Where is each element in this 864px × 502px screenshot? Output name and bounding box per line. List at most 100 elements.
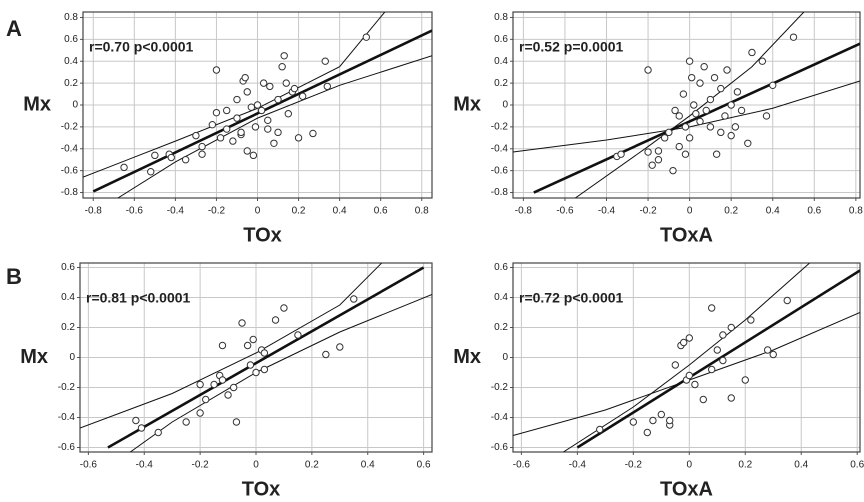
x-tick-label: 0.2: [724, 206, 738, 217]
x-tick-label: -0.2: [192, 460, 210, 471]
y-tick-label: -0.6: [61, 165, 79, 176]
data-point: [685, 134, 694, 142]
x-tick-label: 0: [687, 460, 693, 471]
data-point: [687, 73, 696, 82]
data-point: [721, 112, 729, 120]
data-point: [362, 33, 371, 41]
data-point: [290, 84, 299, 93]
data-point: [294, 331, 302, 339]
data-point: [280, 52, 288, 60]
y-tick-label: 0.8: [494, 12, 508, 23]
data-point: [681, 123, 690, 131]
data-point: [233, 114, 241, 122]
data-point: [237, 128, 245, 137]
data-point: [238, 319, 246, 327]
y-tick-label: 0.2: [61, 322, 75, 333]
data-point: [192, 131, 200, 140]
data-point: [727, 131, 735, 140]
annotation: r=0.72 p<0.0001: [519, 290, 624, 306]
x-tick-label: -0.4: [598, 206, 616, 217]
y-tick-label: 0.2: [494, 78, 508, 89]
data-point: [280, 304, 288, 312]
data-point: [654, 156, 663, 164]
data-point: [224, 391, 232, 399]
y-tick-label: -0.4: [58, 412, 76, 423]
data-point: [671, 106, 679, 115]
data-point: [216, 134, 225, 142]
data-point: [707, 365, 716, 374]
y-tick-label: 0.4: [494, 56, 508, 67]
data-point: [202, 395, 210, 404]
data-point: [769, 81, 777, 90]
data-point: [629, 418, 638, 426]
plot-frame: [512, 11, 861, 199]
data-point: [710, 73, 719, 82]
data-point: [691, 380, 699, 389]
data-point: [783, 296, 791, 305]
annotation: r=0.81 p<0.0001: [86, 290, 191, 306]
data-point: [762, 112, 771, 120]
data-point: [692, 110, 700, 118]
x-tick-label: -0.6: [513, 460, 531, 471]
data-point: [679, 90, 688, 98]
confidence-band: [563, 263, 810, 452]
y-tick-label: -0.4: [61, 143, 79, 154]
data-point: [212, 66, 221, 74]
x-axis-label: TOx: [243, 224, 282, 246]
x-tick-label: 0.8: [415, 206, 429, 217]
y-tick-label: -0.6: [491, 442, 509, 453]
x-tick-label: -0.2: [208, 206, 226, 217]
data-point: [713, 346, 721, 354]
data-point: [699, 395, 707, 404]
y-tick-label: 0.4: [61, 292, 75, 303]
data-point: [321, 57, 329, 65]
data-point: [274, 128, 282, 137]
x-tick-label: 0.8: [849, 206, 863, 217]
x-tick-label: -0.4: [167, 206, 185, 217]
x-tick-label: 0.6: [850, 460, 864, 471]
data-point: [260, 365, 269, 374]
y-tick-label: 0.8: [64, 12, 78, 23]
data-point: [284, 110, 292, 118]
confidence-band: [117, 55, 432, 198]
y-tick-label: 0.6: [64, 34, 78, 45]
data-point: [733, 88, 742, 96]
x-tick-label: 0: [687, 206, 693, 217]
data-point: [719, 356, 727, 365]
data-point: [198, 142, 206, 151]
data-point: [748, 48, 756, 57]
data-point: [741, 376, 749, 384]
y-tick-label: 0.6: [494, 262, 508, 273]
data-point: [249, 151, 258, 160]
data-point: [727, 394, 735, 402]
y-tick-label: 0: [69, 352, 75, 363]
data-point: [643, 428, 652, 437]
data-point: [685, 371, 693, 380]
confidence-band: [575, 12, 805, 198]
data-point: [323, 82, 331, 91]
x-tick-label: 0.6: [807, 206, 821, 217]
data-point: [675, 112, 683, 120]
x-tick-label: -0.8: [515, 206, 533, 217]
data-point: [196, 409, 204, 417]
y-tick-label: 0.4: [64, 56, 78, 67]
y-tick-label: -0.4: [491, 143, 509, 154]
data-point: [270, 139, 278, 147]
y-tick-label: 0.6: [61, 262, 75, 273]
y-tick-label: 0: [502, 100, 508, 111]
data-point: [309, 129, 317, 138]
y-tick-label: -0.2: [491, 382, 509, 393]
y-tick-label: 0.6: [494, 34, 508, 45]
y-axis-label: Mx: [453, 346, 481, 368]
y-tick-label: -0.2: [61, 122, 79, 133]
data-point: [198, 150, 206, 158]
x-tick-label: -0.6: [80, 460, 98, 471]
data-point: [696, 117, 704, 126]
data-point: [264, 116, 272, 125]
data-point: [727, 323, 735, 332]
data-point: [706, 95, 715, 104]
data-point: [181, 156, 190, 164]
x-tick-label: -0.6: [556, 206, 574, 217]
data-point: [218, 376, 227, 384]
